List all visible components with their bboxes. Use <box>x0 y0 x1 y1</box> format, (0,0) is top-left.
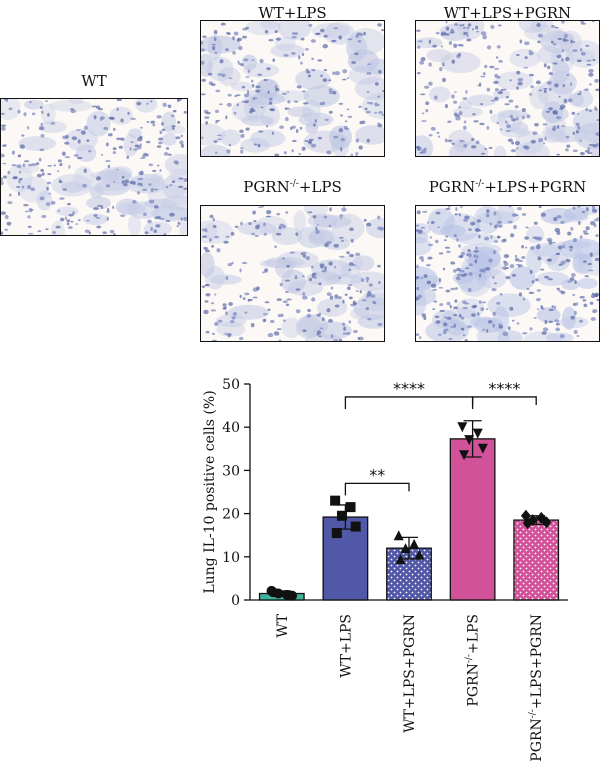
x-tick-label: WT <box>275 613 291 637</box>
data-point <box>287 590 298 601</box>
y-axis-label: Lung IL-10 positive cells (%) <box>202 390 218 593</box>
data-point <box>522 517 533 530</box>
y-tick-label: 30 <box>222 463 240 479</box>
significance-label: **** <box>393 379 425 398</box>
data-point <box>527 514 538 527</box>
error-bar-3 <box>463 420 482 458</box>
significance-bracket <box>344 396 474 409</box>
y-tick-label: 10 <box>222 550 240 566</box>
data-point <box>459 450 470 461</box>
y-tick-label: 40 <box>222 420 240 436</box>
y-tick-label: 50 <box>222 377 240 393</box>
bar-3 <box>449 438 496 601</box>
data-point <box>400 543 411 554</box>
micrograph-ko-lps <box>200 205 385 342</box>
data-point <box>393 530 404 541</box>
y-tick-label: 0 <box>231 593 240 609</box>
tissue-texture <box>1 99 187 235</box>
tissue-texture <box>416 21 599 156</box>
data-point <box>331 528 342 539</box>
micrograph-wt-lps <box>200 20 385 157</box>
x-tick-label: WT+LPS <box>338 614 354 678</box>
significance-bracket <box>471 396 537 409</box>
data-point <box>464 435 475 446</box>
panel-label-wt-lps-pgrn: WT+LPS+PGRN <box>443 4 572 22</box>
data-point <box>409 538 420 549</box>
tissue-texture <box>201 21 384 156</box>
x-tick-label: PGRN-/-+LPS+PGRN <box>528 614 545 762</box>
panel-label-wt: WT <box>81 72 107 90</box>
data-point <box>330 495 341 506</box>
x-tick-label: PGRN-/-+LPS <box>465 614 482 707</box>
data-point <box>541 516 552 529</box>
panel-label-ko-lps-pgrn: PGRN-/-+LPS+PGRN <box>428 178 587 196</box>
micrograph-wt-lps-pgrn <box>415 20 600 157</box>
y-tick-label: 20 <box>222 507 240 523</box>
data-point <box>457 422 468 433</box>
bar-2 <box>386 547 432 601</box>
bar-4 <box>513 519 560 601</box>
data-point <box>336 510 347 521</box>
micrograph-ko-lps-pgrn <box>415 205 600 342</box>
data-point <box>472 428 483 439</box>
panel-label-ko-lps: PGRN-/-+LPS <box>243 178 342 196</box>
tissue-texture <box>201 206 384 341</box>
data-point <box>268 587 279 598</box>
data-point <box>520 509 531 522</box>
data-point <box>345 502 356 513</box>
micrograph-wt <box>0 98 188 236</box>
significance-label: ** <box>369 465 385 484</box>
data-point <box>350 521 361 532</box>
data-point <box>477 443 488 454</box>
data-point <box>395 553 406 564</box>
significance-bracket <box>344 482 410 496</box>
panel-label-wt-lps: WT+LPS <box>258 4 327 22</box>
x-tick-label: WT+LPS+PGRN <box>402 614 418 733</box>
significance-label: **** <box>488 379 520 398</box>
data-point <box>414 549 425 560</box>
tissue-texture <box>416 206 599 341</box>
